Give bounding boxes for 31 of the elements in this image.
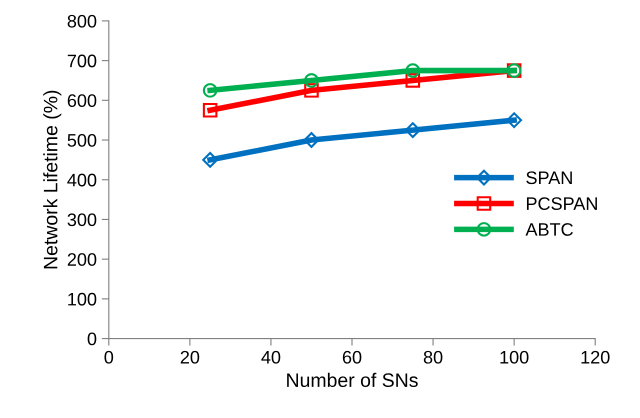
y-tick-label: 100	[68, 292, 96, 306]
x-tick-label: 120	[582, 350, 610, 364]
y-tick-label: 300	[68, 213, 96, 226]
point	[406, 63, 420, 78]
point	[404, 122, 421, 138]
y-tick-label: 0	[88, 332, 96, 346]
point	[304, 132, 320, 148]
point	[202, 152, 218, 168]
point	[406, 73, 420, 88]
point	[304, 73, 319, 88]
x-tick-label: 0	[104, 350, 114, 364]
point	[304, 83, 319, 98]
y-tick-label: 400	[67, 174, 96, 186]
y-tick-label: 200	[68, 253, 96, 266]
legend-label: ABTC	[526, 223, 573, 236]
y-axis-title: Network Lifetime (%)	[43, 90, 62, 268]
legend-label: SPAN	[526, 171, 572, 184]
x-tick-label: 100	[500, 350, 528, 364]
point	[506, 112, 522, 128]
y-tick-label: 600	[68, 94, 96, 108]
x-tick-label: 40	[261, 350, 280, 364]
x-axis-title: Number of SNs	[287, 372, 418, 388]
point	[202, 83, 218, 98]
y-tick-label: 800	[68, 14, 96, 28]
y-tick-label: 500	[68, 134, 96, 147]
x-tick-label: 20	[180, 350, 200, 364]
legend-label: PCSPAN	[526, 197, 597, 210]
point	[202, 102, 218, 118]
x-tick-label: 60	[342, 350, 362, 364]
x-tick-label: 80	[424, 350, 442, 364]
y-tick-label: 700	[68, 54, 96, 68]
